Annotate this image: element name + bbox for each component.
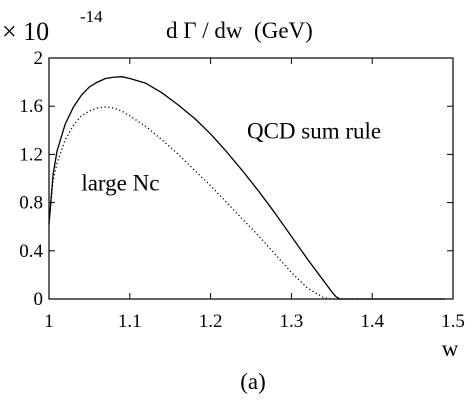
x-tick-label: 1 xyxy=(44,311,54,332)
x-tick-label: 1.2 xyxy=(199,311,223,332)
axis-ticks xyxy=(48,57,454,300)
annotation-label: large Nc xyxy=(81,171,159,196)
x-axis-title: w xyxy=(442,336,459,361)
figure-caption: (a) xyxy=(240,369,266,394)
x-tick-label: 1.3 xyxy=(280,311,304,332)
annotation-label: QCD sum rule xyxy=(247,119,381,144)
series-line-large-nc xyxy=(48,106,445,300)
annotation-layer: QCD sum rule large Nc xyxy=(81,119,381,196)
x-tick-label: 1.4 xyxy=(360,311,384,332)
y-tick-label: 0.8 xyxy=(19,193,43,214)
scale-exponent: -14 xyxy=(80,7,103,26)
y-tick-label: 2 xyxy=(34,48,44,69)
x-tick-label: 1.1 xyxy=(118,311,142,332)
series-layer xyxy=(48,76,445,300)
y-axis-title: d Γ / dw (GeV) xyxy=(166,18,313,43)
y-tick-label: 1.6 xyxy=(19,96,43,117)
y-tick-label: 0 xyxy=(34,289,44,310)
x-tick-label: 1.5 xyxy=(441,311,465,332)
y-tick-label: 0.4 xyxy=(19,241,43,262)
axis-tick-labels: 1 1.1 1.2 1.3 1.4 1.5 0 0.4 0.8 1.2 1.6 2 xyxy=(19,48,465,332)
scale-prefix: × 10 xyxy=(2,17,49,46)
y-tick-label: 1.2 xyxy=(19,144,43,165)
plot-frame xyxy=(48,57,454,300)
